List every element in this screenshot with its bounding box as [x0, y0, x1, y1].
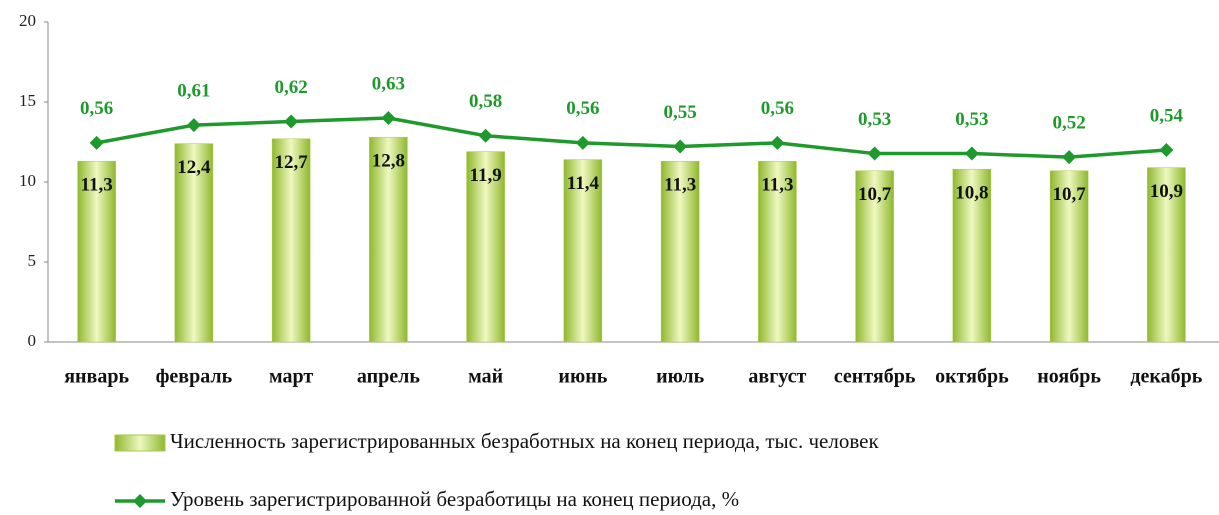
bar [466, 151, 505, 343]
legend-label: Уровень зарегистрированной безработицы н… [170, 487, 739, 511]
line-value-label: 0,56 [566, 98, 599, 119]
line [96, 116, 1167, 159]
bar-value-label: 11,3 [81, 175, 113, 196]
line-marker [284, 114, 299, 129]
y-tick-label: 15 [19, 91, 36, 110]
x-tick-label: январь [64, 366, 129, 388]
x-tick-label: июль [656, 366, 705, 388]
line-value-label: 0,58 [469, 91, 502, 112]
bar [660, 160, 700, 343]
bar-value-label: 11,3 [664, 175, 696, 196]
legend-label: Численность зарегистрированных безработн… [170, 429, 879, 453]
bar-value-label: 11,9 [470, 165, 502, 186]
x-tick-label: май [468, 366, 503, 388]
legend-swatch [114, 434, 166, 452]
bar-value-label: 10,9 [1150, 181, 1183, 202]
bar [563, 159, 603, 343]
y-tick-label: 0 [28, 331, 37, 350]
y-tick-label: 10 [19, 171, 36, 190]
bar-value-label: 12,4 [177, 157, 211, 178]
bar [1147, 167, 1186, 343]
bar-value-label: 10,7 [858, 184, 892, 205]
x-tick-label: сентябрь [834, 366, 916, 388]
legend-marker [133, 494, 147, 508]
line-value-label: 0,55 [664, 102, 697, 123]
line-value-label: 0,56 [80, 98, 113, 119]
line-marker [1062, 150, 1077, 165]
line-marker [673, 139, 688, 154]
bar [174, 143, 214, 343]
bar-value-label: 10,8 [955, 183, 988, 204]
bar [952, 168, 992, 343]
x-tick-label: март [269, 366, 313, 388]
x-tick-label: август [748, 366, 806, 388]
bar [271, 138, 311, 343]
bar-value-label: 11,3 [761, 175, 793, 196]
bar [1049, 170, 1089, 343]
x-tick-label: ноябрь [1037, 366, 1101, 388]
line-value-label: 0,53 [955, 109, 988, 130]
x-tick-label: декабрь [1130, 366, 1202, 388]
bar [758, 160, 797, 343]
x-tick-label: июнь [558, 366, 607, 388]
line-value-label: 0,53 [858, 109, 891, 130]
line-marker [381, 111, 396, 125]
line-marker [89, 135, 104, 150]
line-marker [770, 135, 785, 150]
y-tick-label: 5 [28, 251, 37, 270]
bar [369, 136, 408, 343]
line-value-label: 0,63 [372, 73, 405, 94]
bar [855, 170, 894, 343]
line-value-label: 0,61 [177, 80, 210, 101]
x-tick-label: октябрь [935, 366, 1009, 388]
line-marker [478, 128, 493, 143]
line-marker [575, 135, 590, 150]
line-value-label: 0,52 [1053, 112, 1086, 133]
y-tick-label: 20 [19, 11, 36, 30]
line-marker [1159, 143, 1174, 157]
x-tick-label: апрель [357, 366, 420, 388]
line-value-label: 0,56 [761, 98, 794, 119]
bar-value-label: 10,7 [1053, 184, 1087, 205]
line-marker [964, 146, 979, 161]
bar-value-label: 12,7 [275, 152, 309, 173]
bar [77, 160, 116, 343]
line-value-label: 0,54 [1150, 105, 1184, 126]
bar-value-label: 12,8 [372, 151, 405, 172]
bar-value-label: 11,4 [567, 173, 600, 194]
x-tick-label: февраль [156, 366, 233, 388]
line-value-label: 0,62 [275, 77, 308, 98]
line-marker [867, 146, 882, 161]
line-marker [186, 118, 201, 133]
